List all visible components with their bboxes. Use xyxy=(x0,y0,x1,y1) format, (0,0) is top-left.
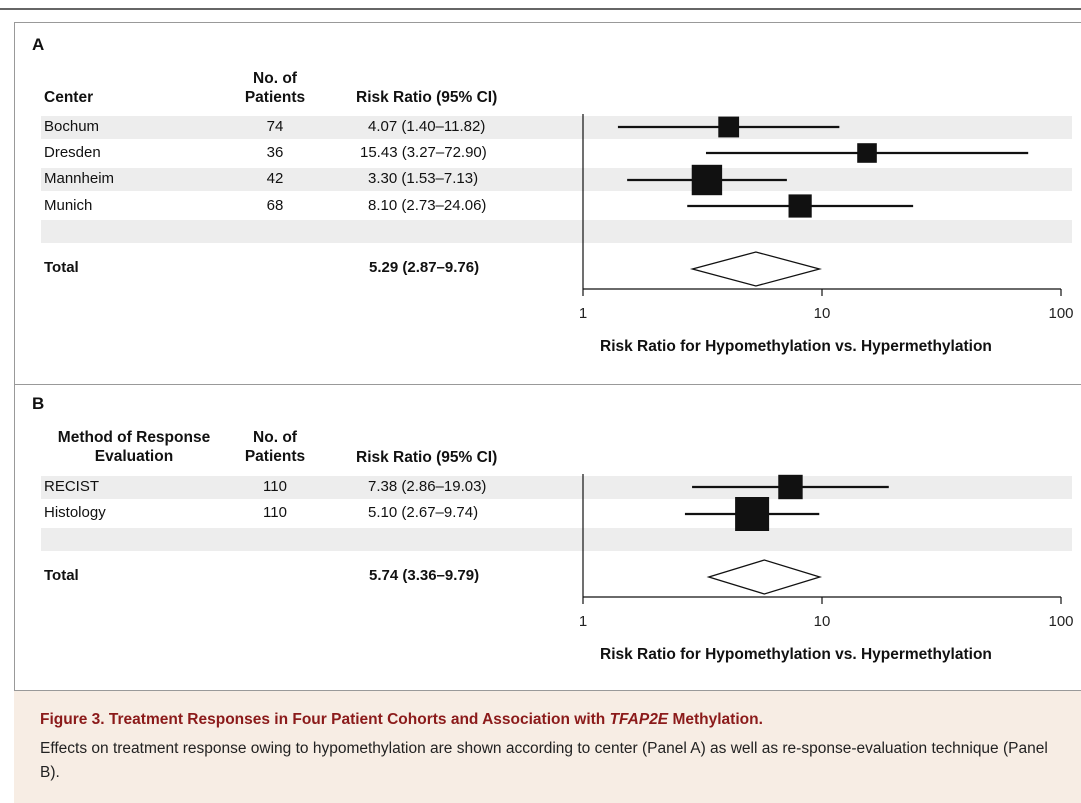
caption-title-suffix: Methylation. xyxy=(668,711,763,728)
panel-b-group-header: Method of Response Evaluation xyxy=(57,429,211,465)
total-diamond xyxy=(706,559,823,595)
row-band xyxy=(41,476,1072,499)
row-rr: 5.10 (2.67–9.74) xyxy=(368,504,479,521)
x-tick-label: 100 xyxy=(1048,305,1073,322)
caption-title: Figure 3. Treatment Responses in Four Pa… xyxy=(40,711,763,729)
row-band xyxy=(41,168,1072,191)
panel-a-n-header: No. of Patients xyxy=(244,70,306,106)
row-rr: 4.07 (1.40–11.82) xyxy=(368,118,486,135)
row-label: Histology xyxy=(44,504,106,521)
panel-a-group-header: Center xyxy=(44,89,94,106)
x-tick-label: 1 xyxy=(579,305,587,322)
total-label: Total xyxy=(44,259,79,276)
panel-b-n-header: No. of Patients xyxy=(244,429,306,465)
total-label: Total xyxy=(44,567,79,584)
panel-b-letter: B xyxy=(32,394,45,413)
point-estimate xyxy=(691,164,723,196)
caption-title-prefix: Figure 3. Treatment Responses in Four Pa… xyxy=(40,711,610,728)
figure-frame xyxy=(14,22,1081,694)
row-rr: 8.10 (2.73–24.06) xyxy=(368,197,487,214)
figure-caption: Figure 3. Treatment Responses in Four Pa… xyxy=(14,690,1081,803)
panel-divider xyxy=(14,384,1081,385)
panel-a-rr-header: Risk Ratio (95% CI) xyxy=(356,89,498,106)
panel-b-rr-header: Risk Ratio (95% CI) xyxy=(356,449,498,466)
row-n: 110 xyxy=(263,504,287,521)
row-n: 74 xyxy=(266,118,284,135)
x-tick-label: 10 xyxy=(814,305,831,322)
row-label: Bochum xyxy=(44,118,100,135)
row-n: 110 xyxy=(263,478,287,495)
top-rule xyxy=(0,8,1081,10)
point-estimate xyxy=(778,474,803,500)
panel-b-x-axis-label: Risk Ratio for Hypomethylation vs. Hyper… xyxy=(600,646,992,663)
row-rr: 3.30 (1.53–7.13) xyxy=(368,170,479,187)
row-band xyxy=(41,220,1072,243)
caption-body: Effects on treatment response owing to h… xyxy=(40,740,1048,781)
row-label: RECIST xyxy=(44,478,100,495)
point-estimate xyxy=(788,194,812,218)
panel-a-x-axis-label: Risk Ratio for Hypomethylation vs. Hyper… xyxy=(600,338,992,355)
total-rr: 5.29 (2.87–9.76) xyxy=(369,259,480,276)
row-n: 42 xyxy=(266,170,284,187)
row-n: 36 xyxy=(266,144,284,161)
total-rr: 5.74 (3.36–9.79) xyxy=(369,567,480,584)
row-label: Mannheim xyxy=(44,170,115,187)
point-estimate xyxy=(857,143,877,163)
row-label: Munich xyxy=(44,197,93,214)
total-diamond xyxy=(689,251,822,287)
row-rr: 7.38 (2.86–19.03) xyxy=(368,478,487,495)
point-estimate xyxy=(718,116,740,138)
x-tick-label: 10 xyxy=(814,613,831,630)
row-band xyxy=(41,116,1072,139)
point-estimate xyxy=(735,497,770,531)
x-tick-label: 1 xyxy=(579,613,587,630)
row-rr: 15.43 (3.27–72.90) xyxy=(360,144,487,161)
caption-title-gene: TFAP2E xyxy=(609,711,669,728)
panel-a-letter: A xyxy=(32,35,45,54)
row-label: Dresden xyxy=(44,144,101,161)
row-n: 68 xyxy=(266,197,284,214)
x-tick-label: 100 xyxy=(1048,613,1073,630)
row-band xyxy=(41,528,1072,551)
